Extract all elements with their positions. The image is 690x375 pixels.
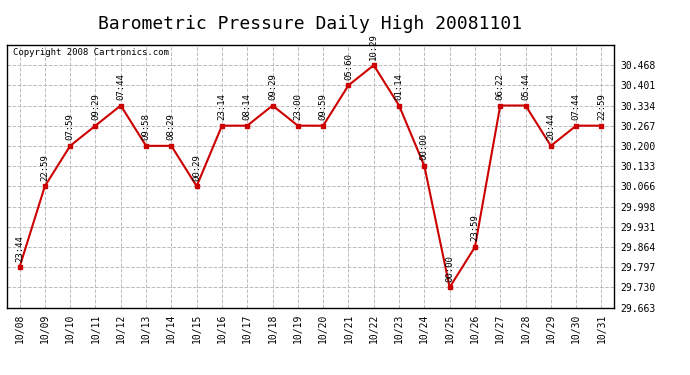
Text: 07:59: 07:59 — [66, 113, 75, 140]
Text: 09:29: 09:29 — [268, 73, 277, 100]
Text: 01:14: 01:14 — [395, 73, 404, 100]
Text: 08:14: 08:14 — [243, 93, 252, 120]
Text: Copyright 2008 Cartronics.com: Copyright 2008 Cartronics.com — [13, 48, 169, 57]
Text: 07:44: 07:44 — [571, 93, 581, 120]
Text: 23:44: 23:44 — [15, 235, 24, 262]
Text: 09:58: 09:58 — [141, 113, 150, 140]
Text: 05:60: 05:60 — [344, 53, 353, 80]
Text: 07:44: 07:44 — [116, 73, 126, 100]
Text: 22:59: 22:59 — [597, 93, 606, 120]
Text: 09:29: 09:29 — [91, 93, 100, 120]
Text: 08:29: 08:29 — [167, 113, 176, 140]
Text: 23:14: 23:14 — [217, 93, 226, 120]
Text: Barometric Pressure Daily High 20081101: Barometric Pressure Daily High 20081101 — [99, 15, 522, 33]
Text: 05:44: 05:44 — [521, 73, 530, 100]
Text: 00:00: 00:00 — [420, 134, 429, 160]
Text: 23:59: 23:59 — [471, 214, 480, 242]
Text: 10:29: 10:29 — [369, 33, 378, 60]
Text: 00:29: 00:29 — [192, 154, 201, 181]
Text: 22:59: 22:59 — [40, 154, 50, 181]
Text: 20:44: 20:44 — [546, 113, 555, 140]
Text: 00:00: 00:00 — [445, 255, 454, 282]
Text: 23:00: 23:00 — [293, 93, 302, 120]
Text: 09:59: 09:59 — [319, 93, 328, 120]
Text: 06:22: 06:22 — [495, 73, 505, 100]
